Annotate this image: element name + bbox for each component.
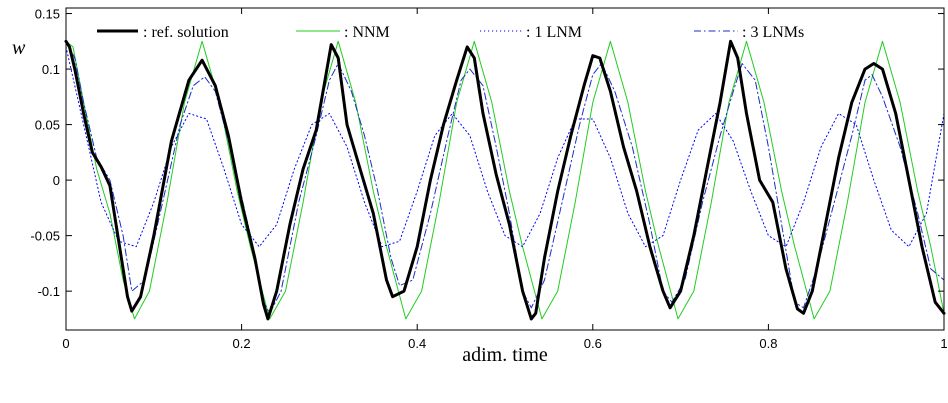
y-axis-label: w	[12, 37, 26, 59]
x-tick-label: 0.2	[233, 336, 251, 351]
series-line-1-lnm	[65, 46, 945, 248]
y-tick-label: 0.1	[42, 62, 60, 77]
legend: : ref. solution : NNM : 1 LNM : 3 LNMs	[97, 24, 804, 41]
y-tick-label: 0	[53, 173, 60, 188]
x-tick-label: 0	[62, 336, 69, 351]
legend-label: : 3 LNMs	[742, 24, 804, 41]
series-line-ref-solution	[64, 39, 946, 321]
legend-label: : NNM	[344, 24, 390, 41]
x-tick-label: 0.6	[584, 336, 602, 351]
x-axis-label: adim. time	[462, 344, 548, 366]
series-layer	[64, 39, 946, 321]
legend-label: : 1 LNM	[526, 24, 582, 41]
ticks-layer: 0 0.2 0.4 0.6 0.8 1 0.15 0.1 0.05 0 -0.05 -0.1	[30, 7, 947, 351]
y-tick-label: 0.05	[35, 118, 60, 133]
x-tick-label: 0.4	[408, 336, 426, 351]
legend-label: : ref. solution	[143, 24, 229, 41]
plot-frame	[65, 7, 945, 331]
x-tick-label: 0.8	[759, 336, 777, 351]
series-line-nnm	[65, 40, 945, 320]
y-tick-label: -0.1	[38, 284, 60, 299]
x-tick-label: 1	[940, 336, 947, 351]
y-tick-label: 0.15	[35, 7, 60, 22]
y-tick-label: -0.05	[30, 229, 60, 244]
